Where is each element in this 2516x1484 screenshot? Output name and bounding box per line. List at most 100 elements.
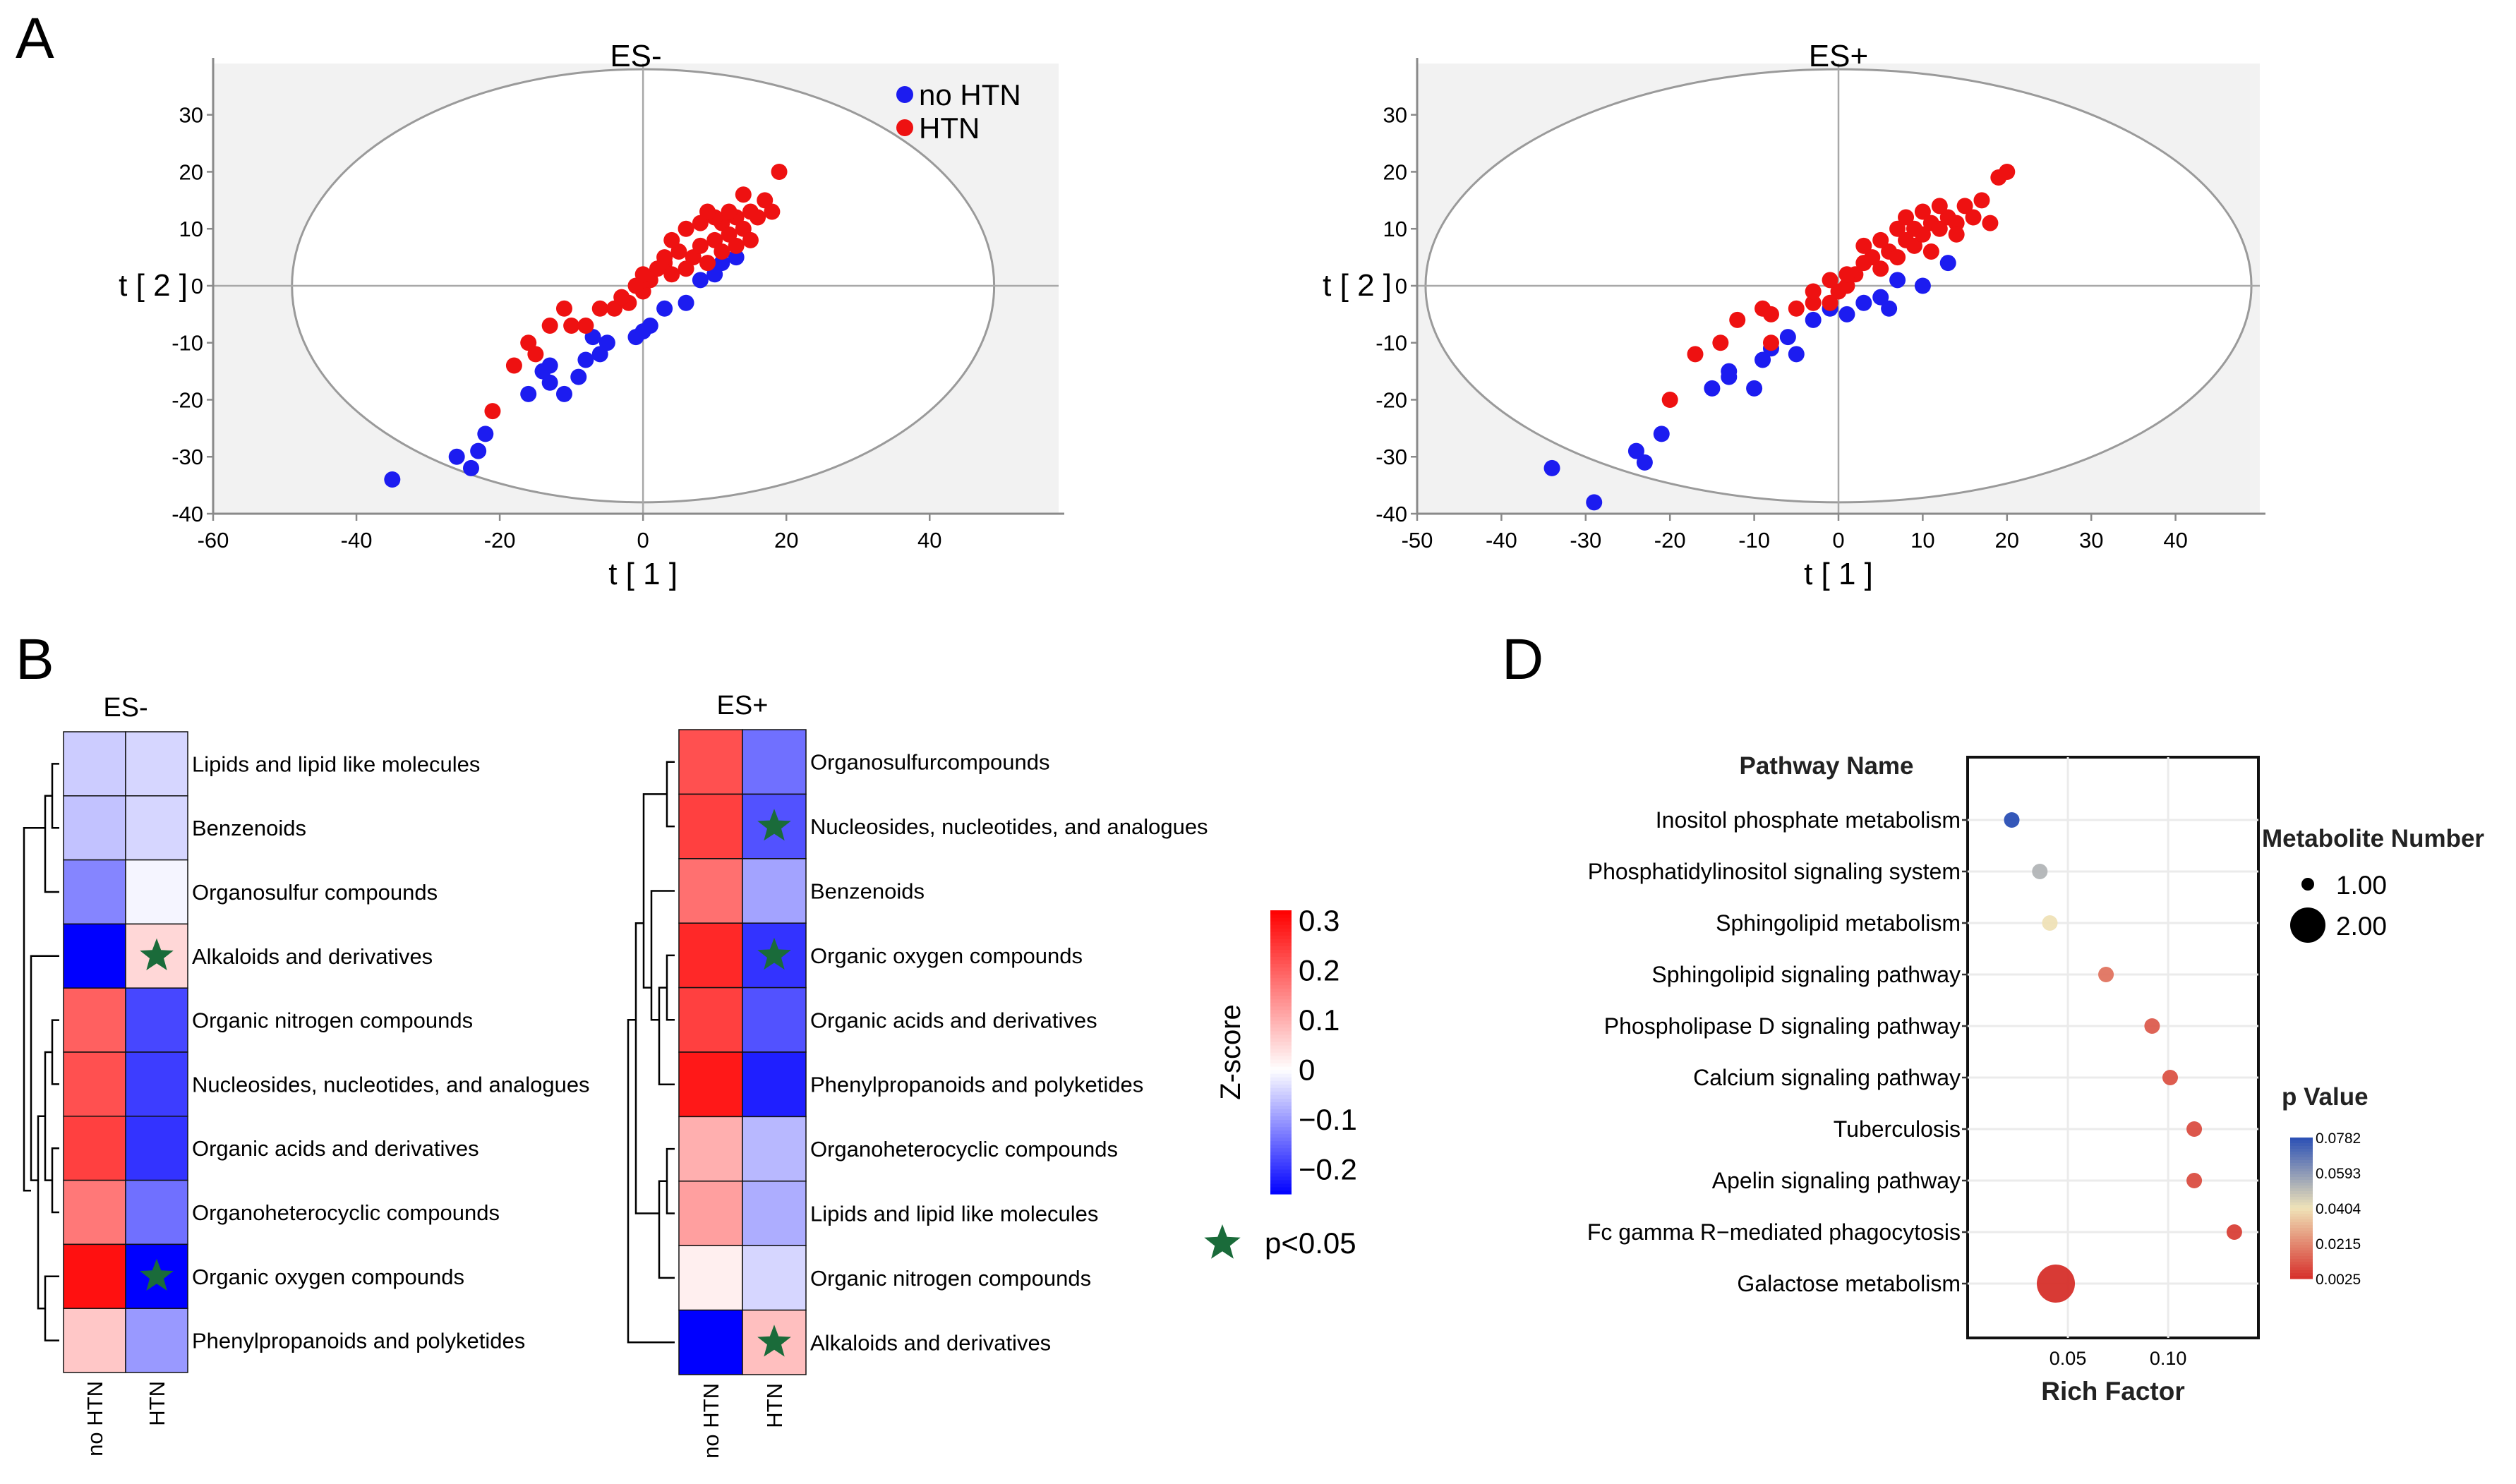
y-tick-label: 20 <box>179 159 203 184</box>
colorbar-segment <box>1270 953 1292 957</box>
colorbar-segment <box>1270 956 1292 960</box>
pathway-label: Apelin signaling pathway <box>1712 1168 1961 1193</box>
pvalue-colorbar-segment <box>2290 1200 2313 1203</box>
colorbar-segment <box>1270 1041 1292 1046</box>
htn-point <box>505 357 522 374</box>
colorbar-tick-label: −0.2 <box>1299 1153 1357 1186</box>
pvalue-colorbar-segment <box>2290 1211 2313 1214</box>
pvalue-colorbar-segment <box>2290 1236 2313 1240</box>
no-htn-point <box>1872 289 1889 306</box>
heatmap-row-label: Organic nitrogen compounds <box>810 1266 1091 1291</box>
dendrogram-branch <box>23 826 45 1192</box>
heatmap-cell <box>63 1051 126 1117</box>
colorbar-segment <box>1270 1027 1292 1032</box>
htn-point <box>728 237 745 254</box>
pathway-bubble <box>2162 1070 2178 1085</box>
colorbar-segment <box>1270 974 1292 979</box>
dendrogram-branch <box>634 922 659 1214</box>
pvalue-colorbar-segment <box>2290 1233 2313 1237</box>
pvalue-colorbar-segment <box>2290 1253 2313 1257</box>
y-tick-label: -40 <box>1376 502 1407 526</box>
dendrogram-branch <box>44 795 59 893</box>
no-htn-point <box>448 448 465 465</box>
colorbar-segment <box>1270 1070 1292 1074</box>
pvalue-colorbar-segment <box>2290 1188 2313 1192</box>
significance-star-legend <box>1204 1224 1241 1259</box>
htn-point <box>771 163 788 180</box>
heatmap-column-label: HTN <box>145 1381 169 1426</box>
pvalue-colorbar-segment <box>2290 1245 2313 1248</box>
heatmap-cell <box>125 1116 188 1181</box>
x-tick-label: -40 <box>341 528 373 553</box>
size-legend-label: 1.00 <box>2336 871 2387 900</box>
heatmap-column-label: no HTN <box>83 1381 107 1456</box>
size-legend-marker <box>2301 878 2314 891</box>
htn-point <box>1948 226 1965 243</box>
colorbar-segment <box>1270 924 1292 929</box>
legend-marker <box>896 119 913 136</box>
dendrogram-branch <box>51 763 59 829</box>
colorbar-segment <box>1270 1087 1292 1092</box>
x-tick-label: -20 <box>1654 528 1686 553</box>
y-axis-label: t [ 2 ] <box>119 268 188 303</box>
pvalue-colorbar-segment <box>2290 1219 2313 1223</box>
htn-point <box>699 255 716 272</box>
heatmap-cell <box>125 1051 188 1117</box>
colorbar-segment <box>1270 1080 1292 1085</box>
y-tick-label: 0 <box>191 274 203 298</box>
y-tick-label: 30 <box>179 103 203 128</box>
no-htn-point <box>1636 454 1653 471</box>
colorbar-segment <box>1270 949 1292 953</box>
colorbar-tick-label: −0.1 <box>1299 1103 1357 1136</box>
colorbar-segment <box>1270 1023 1292 1028</box>
y-tick-label: 0 <box>1395 274 1407 298</box>
heatmap-row-label: Phenylpropanoids and polyketides <box>810 1073 1143 1097</box>
pvalue-colorbar-segment <box>2290 1194 2313 1198</box>
no-htn-point <box>520 385 537 402</box>
colorbar-segment <box>1270 988 1292 993</box>
heatmap-row-label: Organic nitrogen compounds <box>192 1008 473 1033</box>
heatmap-row-label: Organic oxygen compounds <box>810 943 1083 968</box>
dendrogram-branch <box>37 1115 45 1310</box>
pvalue-colorbar-segment <box>2290 1177 2313 1181</box>
pvalue-tick-label: 0.0215 <box>2316 1236 2361 1253</box>
pathway-bubble <box>2037 1265 2076 1303</box>
colorbar-segment <box>1270 1112 1292 1117</box>
no-htn-point <box>692 272 709 289</box>
htn-point <box>1855 237 1872 254</box>
htn-point <box>656 249 673 266</box>
htn-point <box>1661 391 1678 408</box>
htn-point <box>1889 249 1906 266</box>
htn-point <box>1805 294 1822 311</box>
no-htn-point <box>570 368 587 385</box>
heatmap-cell <box>63 1308 126 1373</box>
no-htn-point <box>634 323 651 340</box>
no-htn-point <box>714 255 730 272</box>
pvalue-colorbar-segment <box>2290 1248 2313 1251</box>
heatmap-cell <box>742 1051 807 1118</box>
htn-point <box>1931 220 1948 237</box>
no-htn-point <box>1805 311 1822 328</box>
heatmap-row-label: Organic oxygen compounds <box>192 1265 464 1289</box>
x-axis-label: Rich Factor <box>2041 1377 2185 1406</box>
pvalue-colorbar-segment <box>2290 1146 2313 1150</box>
significance-star <box>757 809 791 841</box>
pvalue-colorbar-segment <box>2290 1152 2313 1155</box>
significance-star <box>757 1325 791 1357</box>
htn-point <box>1999 163 2016 180</box>
y-tick-label: -20 <box>171 387 203 412</box>
colorbar-segment <box>1270 910 1292 915</box>
pvalue-tick-label: 0.0782 <box>2316 1130 2361 1147</box>
colorbar-segment <box>1270 1165 1292 1170</box>
dendrogram-branch <box>44 1051 52 1181</box>
pathway-bubble <box>2042 915 2058 931</box>
no-htn-point <box>470 442 487 459</box>
colorbar-segment <box>1270 1073 1292 1078</box>
heatmap-cell <box>742 1245 807 1311</box>
x-tick-label: -50 <box>1402 528 1433 553</box>
no-htn-point <box>1653 426 1670 442</box>
no-htn-point <box>1788 346 1805 363</box>
x-tick-label: -40 <box>1486 528 1517 553</box>
pvalue-colorbar-segment <box>2290 1140 2313 1144</box>
